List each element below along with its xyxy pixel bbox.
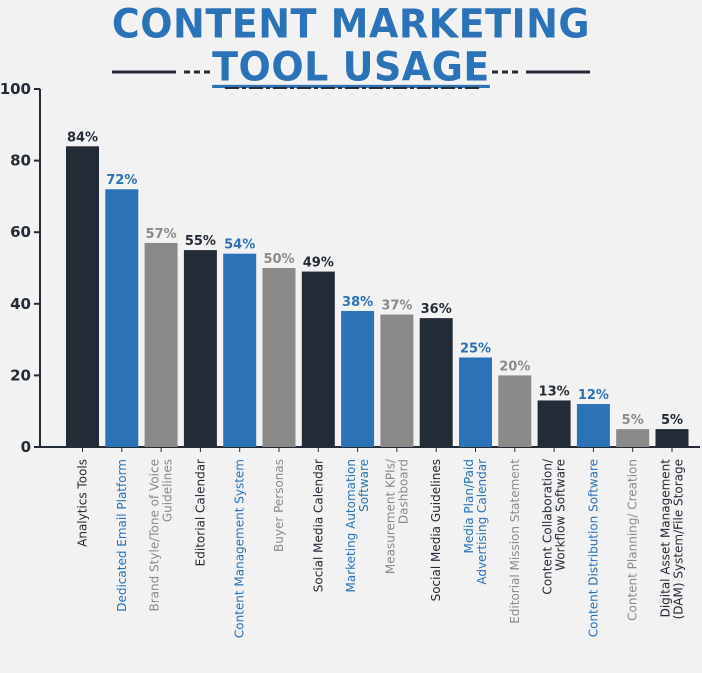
x-tick-label: Content Distribution Software [586, 459, 600, 637]
y-tick-label: 80 [10, 152, 31, 170]
bar [576, 404, 610, 447]
bar-value-label: 55% [185, 234, 216, 249]
y-tick-label: 20 [10, 366, 31, 384]
x-tick-label-line: Software [357, 459, 371, 512]
bar-value-label: 5% [622, 413, 644, 428]
bar-value-label: 25% [460, 342, 491, 357]
bar [498, 375, 532, 447]
x-tick-label-line: Advertising Calendar [475, 459, 489, 585]
x-tick-label-line: Guidelines [161, 459, 175, 522]
bar [301, 271, 335, 447]
label-layer: 84% Analytics Tools 72% Dedicated Email Pla… [67, 130, 686, 638]
chart-title-line-1: CONTENT MARKETING [111, 0, 591, 48]
y-tick-label: 60 [10, 223, 31, 241]
x-tick-label-line: Content Collaboration/ [541, 458, 555, 595]
x-tick-label: Media Plan/PaidAdvertising Calendar [462, 459, 489, 585]
bar [341, 310, 375, 447]
bar [655, 429, 689, 447]
x-tick-label: Editorial Mission Statement [508, 459, 522, 624]
bar [262, 268, 296, 447]
x-tick-label-line: Analytics Tools [76, 459, 90, 547]
x-tick-label: Social Media Guidelines [429, 459, 443, 601]
x-tick-label: Content Planning/ Creation [626, 459, 640, 621]
chart-title-line-2: TOOL USAGE [0, 44, 702, 90]
x-tick-label: Brand Style/Tone of VoiceGuidelines [148, 459, 175, 612]
x-tick-label-line: Workflow Software [554, 459, 568, 571]
x-tick-label-line: Measurement KPIs/ [383, 458, 397, 574]
bar [380, 314, 414, 447]
x-tick-label: Social Media Calendar [311, 459, 325, 592]
bar-value-label: 54% [224, 238, 255, 253]
x-tick-label: Analytics Tools [76, 459, 90, 547]
bar-value-label: 38% [342, 295, 373, 310]
bar-value-label: 49% [303, 256, 334, 271]
bar-layer [66, 146, 689, 448]
x-tick-label-line: Content Planning/ Creation [626, 459, 640, 621]
x-tick-label-line: Marketing Automation [344, 459, 358, 593]
bar [105, 189, 139, 448]
x-tick-label-line: Editorial Calendar [193, 459, 207, 566]
x-tick-label: Content Management System [233, 459, 247, 638]
chart-title-line-2-text: TOOL USAGE [212, 43, 490, 91]
y-tick-label: 0 [21, 438, 31, 456]
x-tick-label: Buyer Personas [272, 459, 286, 552]
bar-value-label: 57% [146, 227, 177, 242]
title-decoration [112, 70, 590, 89]
bar-value-label: 36% [421, 302, 452, 317]
y-tick-label: 40 [10, 295, 31, 313]
x-tick-label-line: Brand Style/Tone of Voice [148, 459, 162, 612]
bar [66, 146, 99, 447]
x-tick-label-line: Buyer Personas [272, 459, 286, 552]
bar-value-label: 37% [381, 299, 412, 314]
bar-value-label: 50% [263, 252, 294, 267]
x-tick-label: Measurement KPIs/Dashboard [383, 458, 410, 574]
x-tick-label: Editorial Calendar [193, 459, 207, 566]
bar-value-label: 72% [106, 173, 137, 188]
x-tick-label-line: Editorial Mission Statement [508, 459, 522, 624]
x-tick-label-line: Social Media Guidelines [429, 459, 443, 601]
bar-value-label: 12% [578, 388, 609, 403]
bar [183, 250, 217, 447]
x-tick-label-line: Dedicated Email Platform [115, 459, 129, 612]
x-tick-label: Digital Asset Management(DAM) System/Fil… [659, 459, 686, 620]
bar-value-label: 84% [67, 130, 98, 145]
x-tick-label-line: (DAM) System/File Storage [672, 459, 686, 619]
bar [144, 242, 178, 447]
x-tick-label-line: Digital Asset Management [659, 459, 673, 618]
bar-value-label: 13% [539, 384, 570, 399]
bar [537, 400, 571, 447]
y-tick-label: 100 [0, 80, 31, 98]
bar [459, 357, 492, 447]
x-tick-label-line: Dashboard [396, 459, 410, 524]
x-tick-label-line: Content Management System [233, 459, 247, 638]
bar [223, 253, 257, 447]
bar [616, 429, 650, 447]
bar-value-label: 20% [499, 359, 530, 374]
x-tick-label-line: Social Media Calendar [311, 459, 325, 592]
x-tick-label: Content Collaboration/Workflow Software [541, 458, 568, 595]
x-tick-label-line: Content Distribution Software [586, 459, 600, 637]
bar-value-label: 5% [661, 413, 683, 428]
x-tick-label: Dedicated Email Platform [115, 459, 129, 612]
x-tick-label: Marketing AutomationSoftware [344, 459, 371, 593]
x-tick-label-line: Media Plan/Paid [462, 459, 476, 553]
bar [419, 318, 453, 447]
